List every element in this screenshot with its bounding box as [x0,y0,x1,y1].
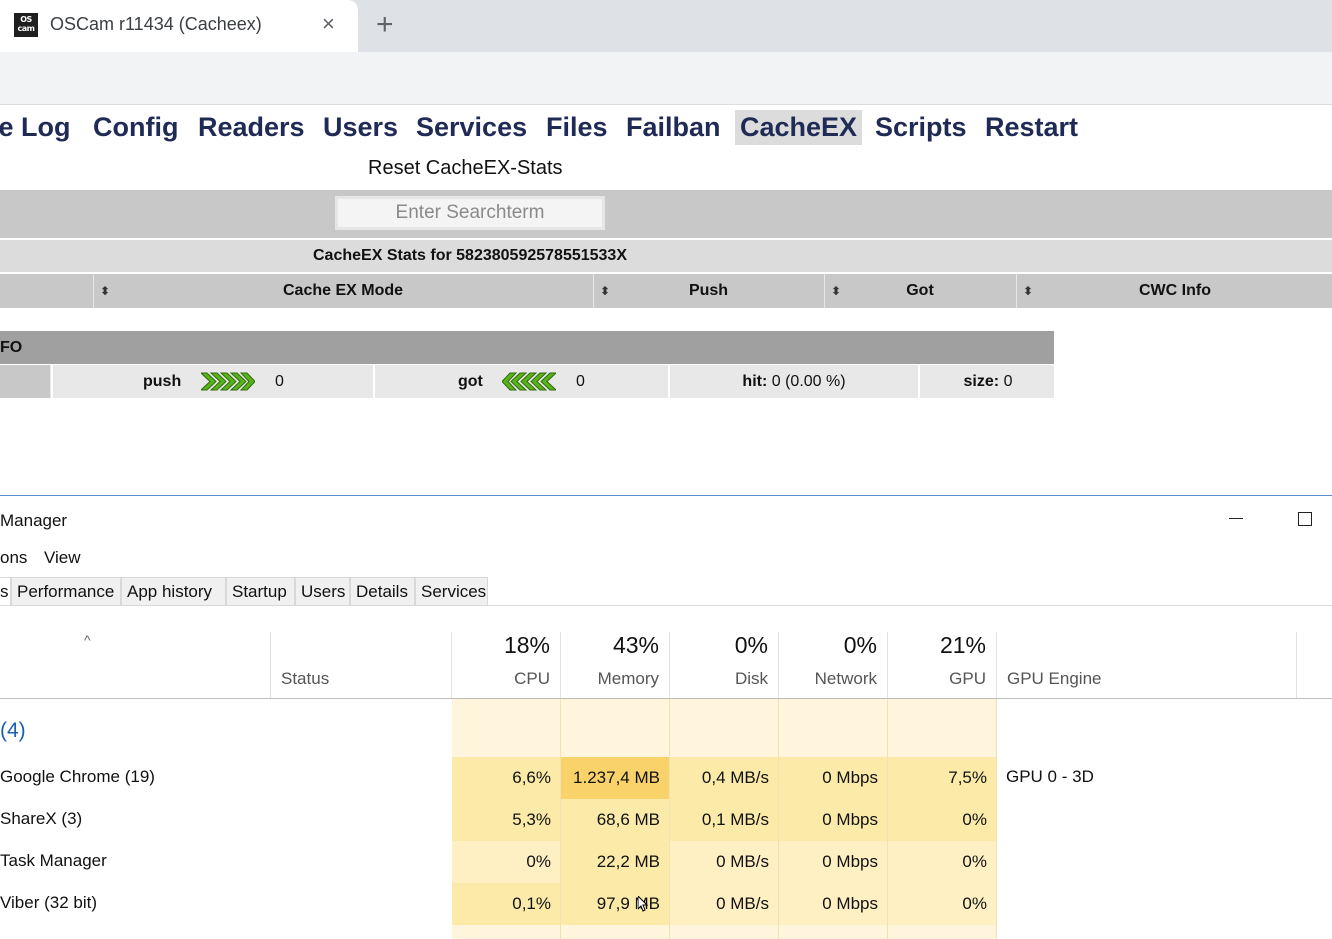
got-cell: got 0 [373,365,668,398]
tab-performance[interactable]: Performance [11,577,121,605]
column-header-name[interactable]: ^ [0,632,271,698]
size-cell: size: 0 [918,365,1056,398]
hit-label: hit: [742,373,767,390]
column-header-name[interactable] [0,274,92,308]
process-row[interactable]: ShareX (3) 5,3% 68,6 MB 0,1 MB/s 0 Mbps … [0,799,1332,841]
sort-icon: ⬍ [600,274,610,308]
push-label: push [143,365,181,398]
size-value: 0 [1004,373,1013,390]
sort-up-icon: ^ [84,632,91,648]
tab-users[interactable]: Users [295,577,350,605]
task-manager-window: Manager ons View s Performance App histo… [0,495,1332,939]
reset-cacheex-stats-link[interactable]: Reset CacheEX-Stats [368,157,563,180]
info-header: FO [0,331,1054,364]
menu-view[interactable]: View [44,548,81,568]
browser-toolbar [0,52,1332,105]
column-header-got[interactable]: ⬍ Got [824,274,1015,308]
task-manager-tabs: s Performance App history Startup Users … [0,577,1332,606]
browser-tab[interactable]: OS cam OSCam r11434 (Cacheex) × [0,0,358,52]
search-input[interactable]: Enter Searchterm [335,196,605,230]
apps-group-label[interactable]: (4) [0,719,26,743]
tab-startup[interactable]: Startup [226,577,295,605]
got-arrows-icon [502,372,556,391]
menu-options[interactable]: ons [0,548,27,568]
hit-cell: hit: 0 (0.00 %) [668,365,918,398]
browser-tabstrip: OS cam OSCam r11434 (Cacheex) × + [0,0,1332,52]
got-value: 0 [576,365,585,398]
menu-cacheex[interactable]: CacheEX [735,110,862,145]
menu-readers[interactable]: Readers [198,112,305,143]
push-value: 0 [275,365,284,398]
process-table-body: (4) Google Chrome (19) 6,6% 1.237,4 MB 0… [0,699,1332,939]
tab-title: OSCam r11434 (Cacheex) [50,14,262,35]
close-tab-icon[interactable]: × [322,11,335,37]
new-tab-icon[interactable]: + [376,8,394,42]
process-row[interactable]: Google Chrome (19) 6,6% 1.237,4 MB 0,4 M… [0,757,1332,799]
stats-title: CacheEX Stats for 582380592578551533X [0,240,940,272]
menu-config[interactable]: Config [93,112,178,143]
process-table-header: ^ Status 18% CPU 43% Memory 0% Disk 0% N… [0,632,1332,699]
push-arrows-icon [201,372,255,391]
menu-restart[interactable]: Restart [985,112,1078,143]
stats-title-bar [940,240,1332,272]
window-title: Manager [0,511,67,531]
info-row-spacer [0,365,50,398]
column-header-network[interactable]: 0% Network [779,632,888,698]
process-row[interactable]: Viber (32 bit) 0,1% 97,9 MB 0 MB/s 0 Mbp… [0,883,1332,925]
column-header-cpu[interactable]: 18% CPU [452,632,561,698]
oscam-favicon-icon: OS cam [14,13,38,37]
process-row[interactable]: Task Manager 0% 22,2 MB 0 MB/s 0 Mbps 0% [0,841,1332,883]
sort-icon: ⬍ [831,274,841,308]
menu-scripts[interactable]: Scripts [875,112,967,143]
menu-failban[interactable]: Failban [626,112,721,143]
column-header-status[interactable]: Status [271,632,452,698]
column-header-cwc-info[interactable]: ⬍ CWC Info [1016,274,1332,308]
sort-icon: ⬍ [1023,274,1033,308]
menu-users[interactable]: Users [323,112,398,143]
push-cell: push 0 [51,365,373,398]
tab-app-history[interactable]: App history [121,577,226,605]
column-header-gpu[interactable]: 21% GPU [888,632,997,698]
maximize-icon[interactable] [1298,512,1312,526]
tab-services[interactable]: Services [415,577,488,605]
minimize-icon[interactable] [1229,518,1243,519]
column-header-gpu-engine[interactable]: GPU Engine [997,632,1297,698]
menu-services[interactable]: Services [416,112,527,143]
search-bar: Enter Searchterm [0,190,1332,238]
tab-processes[interactable]: s [0,577,11,605]
stats-column-headers: ⬍ Cache EX Mode ⬍ Push ⬍ Got ⬍ CWC Info [0,274,1332,308]
size-label: size: [964,373,1000,390]
column-header-memory[interactable]: 43% Memory [561,632,670,698]
column-header-cacheex-mode[interactable]: ⬍ Cache EX Mode [93,274,592,308]
mouse-cursor-icon [638,896,648,912]
got-label: got [458,365,483,398]
hit-value: 0 (0.00 %) [772,373,846,390]
sort-icon: ⬍ [100,274,110,308]
oscam-page: re Log Config Readers Users Services Fil… [0,105,1332,495]
tab-details[interactable]: Details [350,577,415,605]
column-header-disk[interactable]: 0% Disk [670,632,779,698]
menu-live-log[interactable]: re Log [0,112,71,143]
column-header-push[interactable]: ⬍ Push [593,274,823,308]
info-row: push 0 got [0,365,1054,398]
menu-files[interactable]: Files [546,112,608,143]
